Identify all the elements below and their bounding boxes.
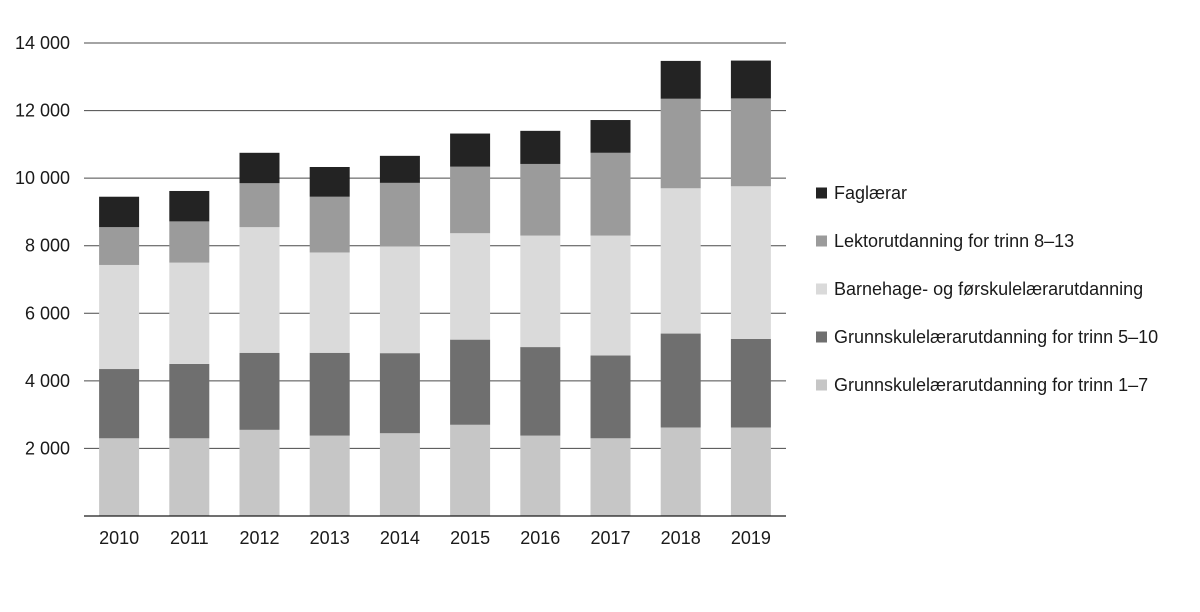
x-tick-label: 2014 (380, 528, 420, 548)
bar-segment (590, 235, 631, 356)
bar-segment (239, 227, 280, 353)
bar-segment (379, 433, 420, 516)
bar-segment (379, 182, 420, 247)
bars (99, 60, 771, 516)
x-tick-label: 2018 (661, 528, 701, 548)
x-tick-label: 2015 (450, 528, 490, 548)
bar-segment (590, 438, 631, 516)
bar-segment (379, 155, 420, 183)
bar-segment (450, 133, 491, 167)
y-tick-label: 8 000 (25, 236, 70, 256)
x-tick-label: 2011 (170, 528, 209, 548)
bar-segment (590, 355, 631, 439)
bar-segment (239, 429, 280, 516)
bar-segment (730, 60, 771, 99)
bar-segment (730, 98, 771, 187)
bar-segment (99, 369, 140, 439)
bar-segment (660, 98, 701, 189)
bar-segment (590, 120, 631, 153)
bar-segment (450, 166, 491, 234)
x-tick-label: 2013 (310, 528, 350, 548)
bar-segment (730, 427, 771, 516)
bar-segment (660, 188, 701, 334)
bar-segment (309, 252, 350, 353)
bar-segment (239, 183, 280, 228)
x-tick-label: 2016 (520, 528, 560, 548)
bar-segment (309, 352, 350, 436)
bar-segment (99, 438, 140, 516)
y-tick-label: 12 000 (15, 101, 70, 121)
legend-label: Barnehage- og førskulelærarutdanning (834, 279, 1143, 299)
y-tick-label: 14 000 (15, 33, 70, 53)
bar-segment (730, 186, 771, 339)
bar-segment (169, 190, 210, 222)
legend: Faglærar Lektorutdanning for trinn 8–13 Ba… (816, 183, 1158, 395)
bar-segment (379, 353, 420, 434)
bar-segment (99, 196, 140, 228)
bar-segment (660, 333, 701, 428)
bar-segment (169, 363, 210, 439)
x-tick-label: 2012 (239, 528, 279, 548)
legend-swatch (816, 283, 827, 295)
bar-segment (520, 235, 561, 348)
bar-segment (520, 435, 561, 516)
bar-segment (450, 424, 491, 516)
x-tick-label: 2017 (590, 528, 630, 548)
bar-segment (660, 427, 701, 516)
bar-segment (169, 221, 210, 263)
bar-segment (239, 352, 280, 430)
legend-swatch (816, 235, 827, 247)
bar-segment (169, 262, 210, 364)
bar-segment (450, 233, 491, 340)
bar-segment (730, 338, 771, 428)
bar-segment (99, 264, 140, 370)
legend-label: Grunnskulelærarutdanning for trinn 1–7 (834, 375, 1148, 395)
bar-segment (239, 152, 280, 184)
legend-swatch (816, 379, 827, 391)
bar-segment (590, 152, 631, 236)
bar-segment (660, 60, 701, 99)
legend-label: Lektorutdanning for trinn 8–13 (834, 231, 1074, 251)
legend-swatch (816, 331, 827, 343)
bar-segment (450, 339, 491, 425)
x-tick-label: 2010 (99, 528, 139, 548)
legend-label: Grunnskulelærarutdanning for trinn 5–10 (834, 327, 1158, 347)
bar-segment (309, 435, 350, 516)
bar-segment (520, 130, 561, 164)
y-tick-label: 6 000 (25, 303, 70, 323)
bar-segment (520, 163, 561, 236)
x-tick-label: 2019 (731, 528, 771, 548)
bar-segment (520, 347, 561, 436)
bar-segment (309, 196, 350, 253)
bar-segment (99, 227, 140, 265)
axes: 2 000 4 000 6 000 8 000 10 000 12 000 14 000 20… (15, 33, 786, 548)
y-tick-label: 2 000 (25, 438, 70, 458)
legend-swatch (816, 187, 827, 199)
y-tick-label: 4 000 (25, 371, 70, 391)
bar-segment (309, 166, 350, 197)
bar-segment (379, 246, 420, 354)
y-tick-label: 10 000 (15, 168, 70, 188)
legend-label: Faglærar (834, 183, 907, 203)
bar-segment (169, 438, 210, 516)
